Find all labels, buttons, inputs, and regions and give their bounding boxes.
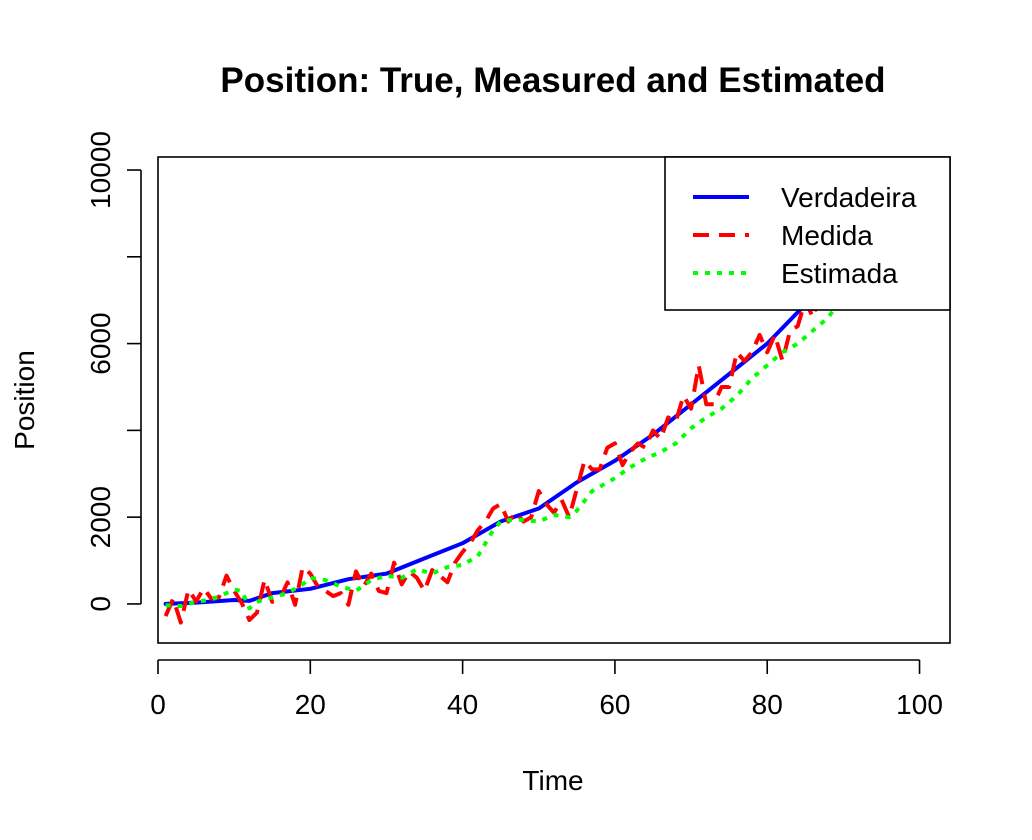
x-tick-label: 60 (599, 689, 630, 720)
plot-frame (157, 156, 951, 644)
series-line-estimada (165, 294, 846, 611)
x-tick-label: 20 (295, 689, 326, 720)
y-tick-label: 2000 (85, 486, 116, 548)
x-axis: 0 20 40 60 80 100 (150, 659, 943, 720)
x-tick-label: 80 (752, 689, 783, 720)
y-tick-label: 6000 (85, 312, 116, 374)
legend-label-estimada: Estimada (781, 258, 898, 289)
legend-label-verdadeira: Verdadeira (781, 182, 917, 213)
legend-box (664, 156, 951, 311)
y-tick-label: 0 (85, 596, 116, 612)
series-line-medida (163, 255, 846, 625)
x-tick-label: 40 (447, 689, 478, 720)
x-axis-label: Time (522, 765, 583, 796)
y-tick-label: 10000 (85, 131, 116, 209)
chart-title: Position: True, Measured and Estimated (220, 61, 885, 100)
y-axis: 0 2000 6000 10000 (85, 131, 142, 612)
series-layer (163, 185, 922, 625)
legend-label-medida: Medida (781, 220, 873, 251)
y-axis-label: Position (9, 350, 40, 450)
x-tick-label: 0 (150, 689, 166, 720)
x-tick-label: 100 (896, 689, 943, 720)
legend: Verdadeira Medida Estimada (664, 156, 951, 311)
